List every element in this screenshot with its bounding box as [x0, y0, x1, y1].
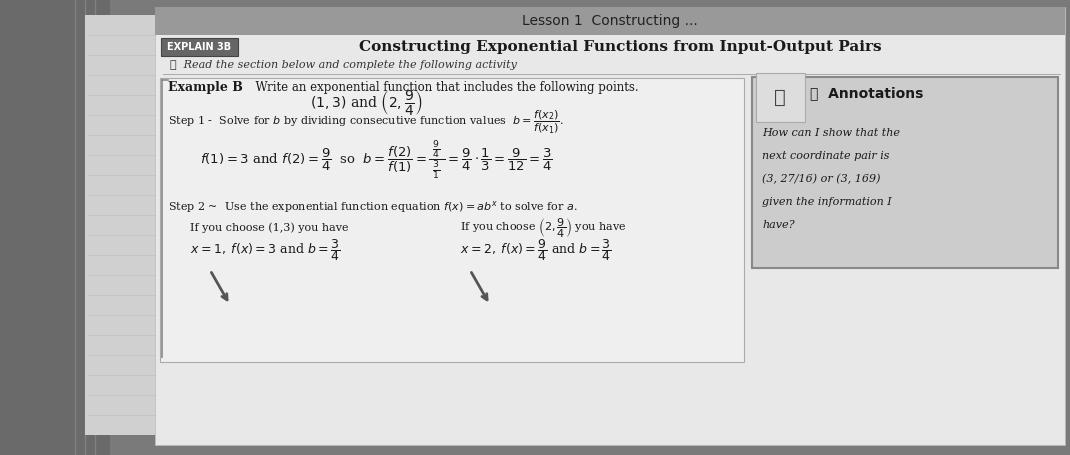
Text: $(1,3)$ and $\left(2,\dfrac{9}{4}\right)$: $(1,3)$ and $\left(2,\dfrac{9}{4}\right)… — [310, 89, 423, 117]
Text: ✓  Read the section below and complete the following activity: ✓ Read the section below and complete th… — [170, 60, 517, 70]
Text: (3, 27/16) or (3, 169): (3, 27/16) or (3, 169) — [762, 174, 881, 184]
FancyBboxPatch shape — [752, 77, 1058, 268]
Text: $f(1) = 3$ and $f(2) = \dfrac{9}{4}$  so  $b = \dfrac{f(2)}{f(1)} = \dfrac{\;\fr: $f(1) = 3$ and $f(2) = \dfrac{9}{4}$ so … — [200, 138, 552, 182]
Text: Constructing Exponential Functions from Input-Output Pairs: Constructing Exponential Functions from … — [358, 40, 882, 54]
FancyBboxPatch shape — [756, 73, 805, 122]
Polygon shape — [0, 0, 110, 455]
Text: If you choose (1,3) you have: If you choose (1,3) you have — [190, 222, 349, 233]
Text: ✊: ✊ — [774, 87, 785, 106]
Text: How can I show that the: How can I show that the — [762, 128, 900, 138]
Text: Step 2 ~  Use the exponential function equation $f(x) = ab^x$ to solve for $a$.: Step 2 ~ Use the exponential function eq… — [168, 199, 578, 215]
Polygon shape — [155, 7, 1065, 445]
Text: $x = 1,\; f(x) = 3$ and $b = \dfrac{3}{4}$: $x = 1,\; f(x) = 3$ and $b = \dfrac{3}{4… — [190, 237, 340, 263]
Text: Example B: Example B — [168, 81, 243, 93]
Polygon shape — [85, 15, 165, 435]
Text: next coordinate pair is: next coordinate pair is — [762, 151, 889, 161]
Text: If you choose $\left(2,\dfrac{9}{4}\right)$ you have: If you choose $\left(2,\dfrac{9}{4}\righ… — [460, 216, 627, 240]
FancyBboxPatch shape — [160, 78, 744, 362]
Text: EXPLAIN 3B: EXPLAIN 3B — [167, 42, 231, 52]
Text: Step 1 -  Solve for $b$ by dividing consecutive function values  $b = \dfrac{f(x: Step 1 - Solve for $b$ by dividing conse… — [168, 108, 564, 136]
Text: given the information I: given the information I — [762, 197, 891, 207]
FancyBboxPatch shape — [155, 7, 1065, 35]
Text: 👋  Annotations: 👋 Annotations — [810, 86, 923, 100]
Text: $x = 2,\; f(x) = \dfrac{9}{4}$ and $b = \dfrac{3}{4}$: $x = 2,\; f(x) = \dfrac{9}{4}$ and $b = … — [460, 237, 612, 263]
Text: Write an exponential function that includes the following points.: Write an exponential function that inclu… — [248, 81, 639, 93]
Text: have?: have? — [762, 220, 795, 230]
FancyBboxPatch shape — [160, 38, 238, 56]
Text: Lesson 1  Constructing ...: Lesson 1 Constructing ... — [522, 14, 698, 28]
